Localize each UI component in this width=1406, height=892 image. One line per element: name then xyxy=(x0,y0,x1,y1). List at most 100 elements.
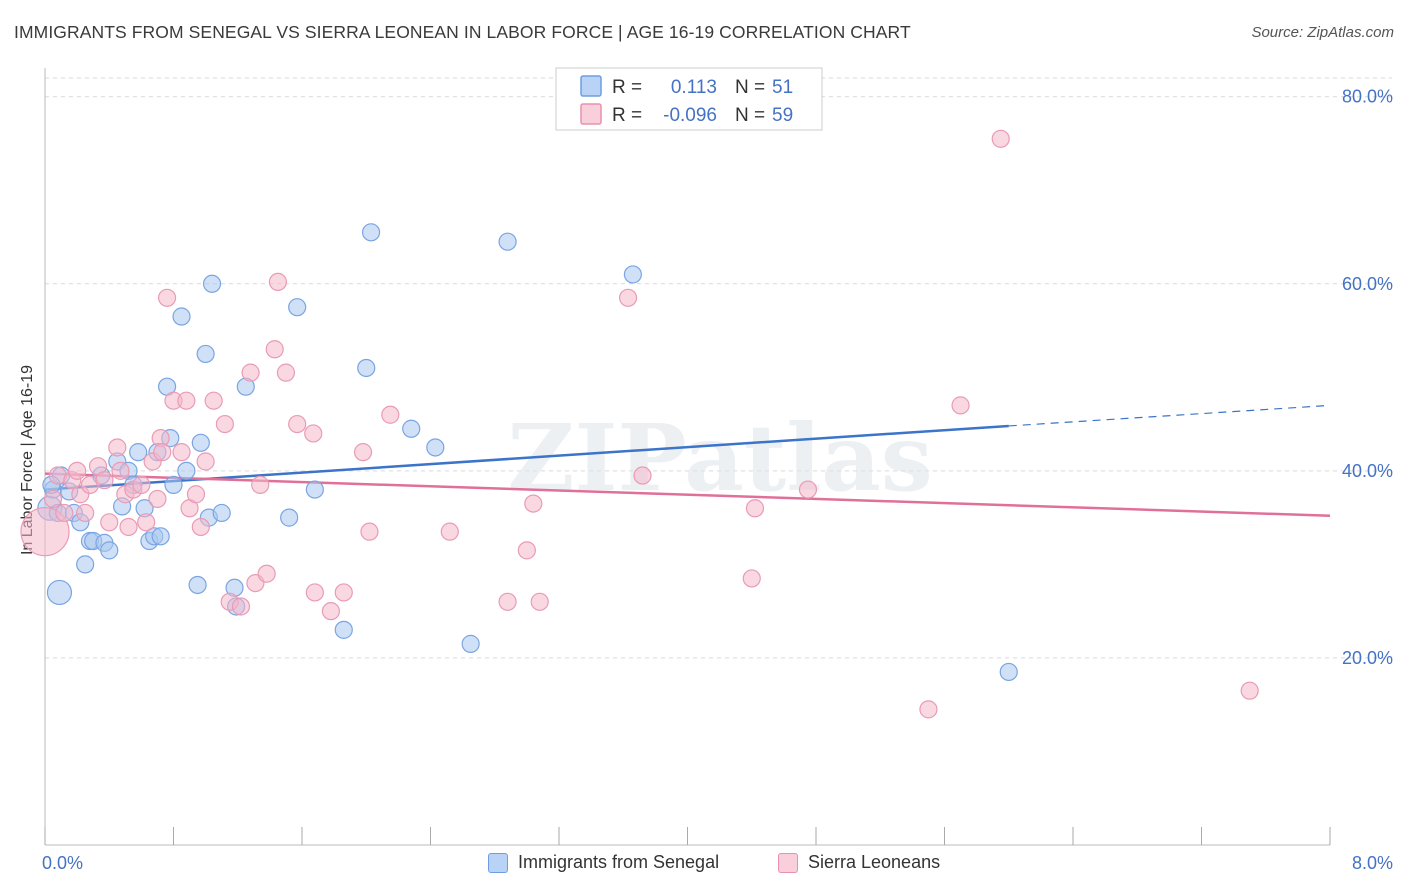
sierra-leone-point xyxy=(919,700,938,719)
sierra-leone-point xyxy=(95,471,114,490)
sierra-leone-point xyxy=(530,592,549,611)
senegal-point xyxy=(129,443,148,462)
sierra-leone-point xyxy=(231,597,251,616)
data-points xyxy=(20,129,1259,719)
senegal-point xyxy=(999,662,1018,682)
sierra-leone-point xyxy=(334,583,353,602)
senegal-point xyxy=(172,307,191,326)
senegal-point xyxy=(46,579,73,606)
sierra-leone-point xyxy=(633,466,652,485)
senegal-point xyxy=(202,274,222,293)
sierra-leone-point xyxy=(55,503,74,523)
x-tick-label: 0.0% xyxy=(42,853,83,873)
sierra-leone-point xyxy=(305,583,324,602)
sierra-leone-point xyxy=(353,443,373,462)
senegal-point xyxy=(151,527,170,546)
senegal-point xyxy=(188,575,207,595)
sierra-leone-point xyxy=(440,522,459,541)
legend-n-value: 51 xyxy=(772,77,793,98)
y-tick-label: 20.0% xyxy=(1342,648,1393,668)
sierra-leone-point xyxy=(196,452,215,471)
sierra-leone-point xyxy=(991,129,1010,148)
sierra-leone-point xyxy=(1240,681,1259,700)
senegal-point xyxy=(212,503,231,523)
x-tick-label: 8.0% xyxy=(1352,853,1393,873)
sierra-leone-point xyxy=(100,513,119,532)
sierra-leone-point xyxy=(745,499,765,518)
senegal-point xyxy=(426,438,445,457)
sierra-leone-point xyxy=(268,272,288,292)
senegal-point xyxy=(196,344,215,364)
sierra-leone-point xyxy=(172,443,191,462)
sierra-leone-point xyxy=(132,475,151,494)
sierra-leone-point xyxy=(265,340,284,359)
sierra-leone-point xyxy=(288,414,307,434)
sierra-leone-point xyxy=(119,517,138,537)
sierra-leone-point xyxy=(177,391,196,410)
chart-title: IMMIGRANTS FROM SENEGAL VS SIERRA LEONEA… xyxy=(14,22,911,42)
sierra-leone-point xyxy=(148,489,167,509)
sierra-leone-point xyxy=(215,414,234,434)
sierra-leone-point xyxy=(68,461,87,480)
correlation-legend: R = 0.113 N = 51 R = -0.096 N = 59 xyxy=(555,67,823,131)
sierra-leone-point xyxy=(517,541,536,560)
sierra-leone-point xyxy=(498,592,517,611)
senegal-point xyxy=(288,298,307,317)
senegal-legend-swatch-icon xyxy=(580,75,602,97)
senegal-point xyxy=(334,620,353,639)
senegal-point xyxy=(280,508,299,527)
senegal-point xyxy=(461,634,480,653)
y-tick-label: 80.0% xyxy=(1342,87,1393,107)
sierra-leone-point xyxy=(137,513,156,532)
sierra-leone-point xyxy=(186,485,206,504)
senegal-point xyxy=(357,358,376,378)
sierra-leone-point xyxy=(951,396,970,415)
pink-swatch-icon xyxy=(778,852,798,873)
legend-r-label: R = xyxy=(612,105,642,126)
sierra-leone-point xyxy=(76,503,95,523)
legend-label-senegal: Immigrants from Senegal xyxy=(518,852,720,872)
sierra-leone-point xyxy=(321,602,341,621)
sierra-leone-point xyxy=(241,363,260,382)
bottom-legend: Immigrants from Senegal Sierra Leoneans xyxy=(0,852,1406,878)
senegal-trend-extension xyxy=(1008,404,1331,427)
legend-item-senegal[interactable]: Immigrants from Senegal xyxy=(488,852,719,873)
senegal-point xyxy=(164,475,183,494)
sierra-leone-point xyxy=(108,438,127,457)
sierra-leone-point xyxy=(157,288,177,307)
legend-n-label: N = xyxy=(735,77,765,98)
sierra-leone-point xyxy=(251,475,270,494)
watermark: ZIPatlas xyxy=(507,404,932,512)
legend-item-sierra-leone[interactable]: Sierra Leoneans xyxy=(778,852,940,873)
legend-r-label: R = xyxy=(612,77,642,98)
sierra-leone-point xyxy=(111,461,130,480)
senegal-point xyxy=(402,419,421,438)
senegal-point xyxy=(76,555,95,574)
source-label: Source: ZipAtlas.com xyxy=(1251,24,1394,41)
blue-swatch-icon xyxy=(488,852,508,873)
sierra-leone-point xyxy=(153,443,172,462)
sierra-leone-point xyxy=(798,480,818,499)
sierra-leone-point xyxy=(304,424,323,443)
senegal-point xyxy=(361,223,381,242)
sierra-leone-point xyxy=(257,564,276,583)
senegal-point xyxy=(498,232,517,251)
y-tick-label: 60.0% xyxy=(1342,274,1393,294)
y-tick-label: 40.0% xyxy=(1342,461,1393,481)
sierra-leone-legend-swatch-icon xyxy=(580,103,602,125)
sierra-leone-point xyxy=(191,517,210,537)
senegal-point xyxy=(177,461,196,480)
senegal-point xyxy=(623,265,642,284)
legend-n-value: 59 xyxy=(772,105,793,126)
sierra-leone-point xyxy=(524,494,543,513)
legend-r-value: -0.096 xyxy=(663,105,717,126)
legend-label-sierra-leone: Sierra Leoneans xyxy=(808,852,941,872)
sierra-leone-point xyxy=(742,569,761,588)
sierra-leone-point xyxy=(20,507,70,557)
sierra-leone-point xyxy=(381,405,400,424)
senegal-point xyxy=(305,480,324,499)
axes: 20.0% 40.0% 60.0% 80.0% 0.0% 8.0% xyxy=(42,68,1393,873)
sierra-leone-point xyxy=(43,489,63,509)
sierra-leone-point xyxy=(204,391,223,410)
